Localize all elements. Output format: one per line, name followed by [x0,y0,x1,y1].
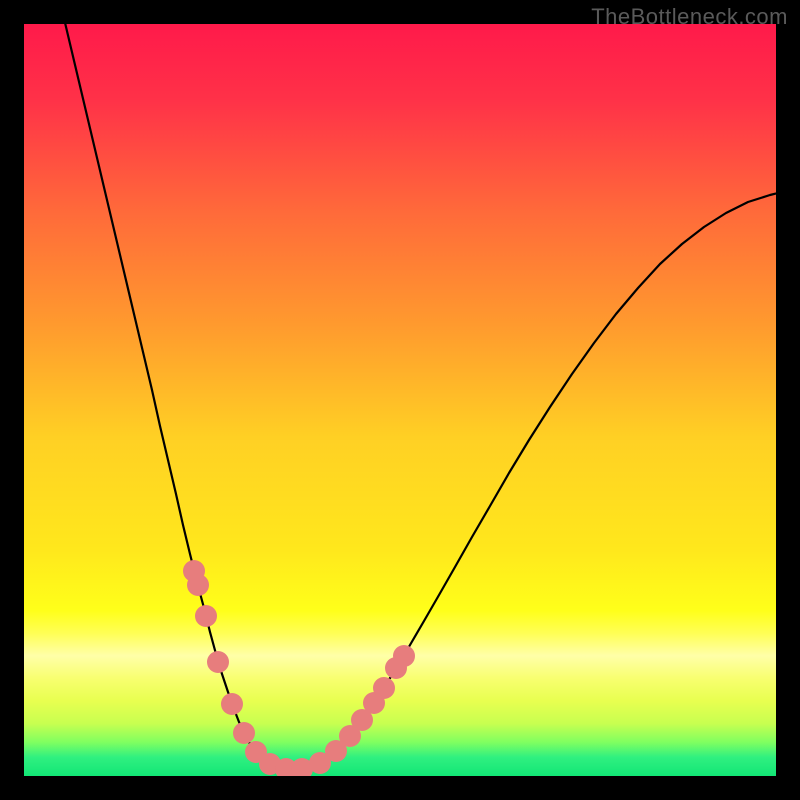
data-marker [233,722,255,744]
data-marker [373,677,395,699]
chart-frame: TheBottleneck.com [0,0,800,800]
data-marker [195,605,217,627]
data-marker [221,693,243,715]
bottleneck-curve-chart [0,0,800,800]
data-marker [187,574,209,596]
data-marker [393,645,415,667]
data-marker [207,651,229,673]
watermark-text: TheBottleneck.com [591,4,788,30]
